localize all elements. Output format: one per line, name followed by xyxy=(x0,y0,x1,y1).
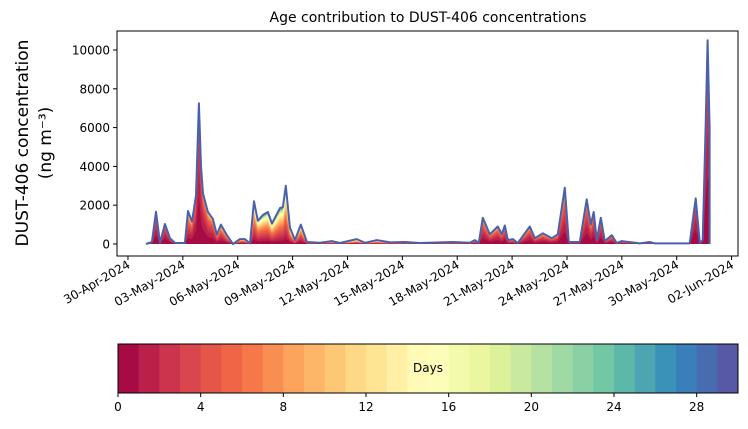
age-bin-area-23 xyxy=(145,40,710,244)
colorbar-bin-29 xyxy=(717,344,739,393)
age-bin-area-26 xyxy=(145,40,710,244)
age-bin-area-13 xyxy=(145,41,710,244)
colorbar: 0 4 8 12 16 20 24 28 xyxy=(114,343,739,414)
age-bin-area-20 xyxy=(145,40,710,245)
age-bin-area-3 xyxy=(145,81,710,245)
age-bin-area-19 xyxy=(145,40,710,245)
colorbar-bin-8 xyxy=(283,344,305,393)
colorbar-tick-label: 24 xyxy=(606,400,621,414)
colorbar-tick-label: 20 xyxy=(524,400,539,414)
y-tick-label: 0 xyxy=(102,237,110,251)
age-bin-area-0 xyxy=(145,176,710,244)
colorbar-bin-22 xyxy=(572,344,594,393)
colorbar-bin-5 xyxy=(221,344,243,393)
colorbar-bin-3 xyxy=(180,344,202,393)
age-bin-area-10 xyxy=(145,42,710,244)
colorbar-bin-4 xyxy=(200,344,222,393)
age-bin-area-22 xyxy=(145,40,710,244)
colorbar-bin-14 xyxy=(407,344,429,393)
colorbar-bin-7 xyxy=(262,344,284,393)
age-bin-area-9 xyxy=(145,44,710,244)
colorbar-bin-25 xyxy=(634,344,656,393)
colorbar-bin-9 xyxy=(304,344,326,393)
y-tick-label: 4000 xyxy=(79,160,110,174)
age-stack-areas xyxy=(145,40,710,245)
y-tick-label: 10000 xyxy=(72,44,110,58)
colorbar-bin-26 xyxy=(655,344,677,393)
x-axis: 30-Apr-202403-May-202406-May-202409-May-… xyxy=(61,256,736,309)
colorbar-tick-label: 0 xyxy=(114,400,122,414)
colorbar-bin-24 xyxy=(614,344,636,393)
age-bin-area-16 xyxy=(145,40,710,244)
age-bin-area-6 xyxy=(145,52,710,245)
colorbar-bin-15 xyxy=(428,344,450,393)
colorbar-frame xyxy=(117,343,739,394)
age-bin-area-5 xyxy=(145,58,710,244)
age-bin-area-8 xyxy=(145,45,710,245)
colorbar-bin-12 xyxy=(366,344,388,393)
y-axis-label-line2: (ng m⁻³) xyxy=(36,107,56,180)
colorbar-bin-19 xyxy=(510,344,532,393)
colorbar-bin-23 xyxy=(593,344,615,393)
colorbar-bin-10 xyxy=(324,344,346,393)
y-axis-label-line1: DUST-406 concentration xyxy=(13,40,33,247)
colorbar-bin-0 xyxy=(118,344,140,393)
age-bin-area-11 xyxy=(145,42,710,244)
colorbar-bin-16 xyxy=(448,344,470,393)
colorbar-bin-2 xyxy=(159,344,181,393)
colorbar-bin-27 xyxy=(676,344,698,393)
colorbar-bin-1 xyxy=(138,344,160,393)
colorbar-bin-13 xyxy=(386,344,408,393)
age-bin-area-12 xyxy=(145,41,710,245)
colorbar-bin-18 xyxy=(490,344,512,393)
total-line-group xyxy=(145,39,711,245)
chart-title: Age contribution to DUST-406 concentrati… xyxy=(270,10,587,26)
colorbar-tick-label: 12 xyxy=(358,400,373,414)
age-bin-area-24 xyxy=(145,40,710,244)
age-bin-area-17 xyxy=(145,40,710,244)
y-tick-label: 8000 xyxy=(79,82,110,96)
age-bin-area-21 xyxy=(145,40,710,244)
colorbar-tick-label: 4 xyxy=(197,400,205,414)
age-bin-area-29 xyxy=(145,40,710,244)
colorbar-bin-6 xyxy=(242,344,264,393)
age-bin-area-7 xyxy=(145,48,710,244)
colorbar-bin-20 xyxy=(531,344,553,393)
y-axis: 0 2000 4000 6000 8000 10000 xyxy=(72,44,117,251)
plot-frame xyxy=(116,30,739,257)
colorbar-tick-label: 28 xyxy=(689,400,704,414)
colorbar-tick-label: 16 xyxy=(441,400,456,414)
age-bin-area-2 xyxy=(145,101,710,244)
y-tick-label: 6000 xyxy=(79,121,110,135)
y-tick-label: 2000 xyxy=(79,199,110,213)
colorbar-bin-17 xyxy=(469,344,491,393)
colorbar-label: Days xyxy=(413,361,443,375)
age-bin-area-25 xyxy=(145,40,710,244)
age-bin-area-28 xyxy=(145,40,710,244)
age-bin-area-15 xyxy=(145,40,710,244)
colorbar-tick-label: 8 xyxy=(280,400,288,414)
age-bin-area-14 xyxy=(145,40,710,244)
colorbar-bin-28 xyxy=(696,344,718,393)
total-concentration-line xyxy=(145,39,711,245)
age-bin-area-27 xyxy=(145,40,710,244)
colorbar-bin-21 xyxy=(552,344,574,393)
age-bin-area-18 xyxy=(145,40,710,245)
colorbar-bin-11 xyxy=(345,344,367,393)
age-bin-area-1 xyxy=(145,131,710,244)
age-bin-area-4 xyxy=(145,67,710,245)
